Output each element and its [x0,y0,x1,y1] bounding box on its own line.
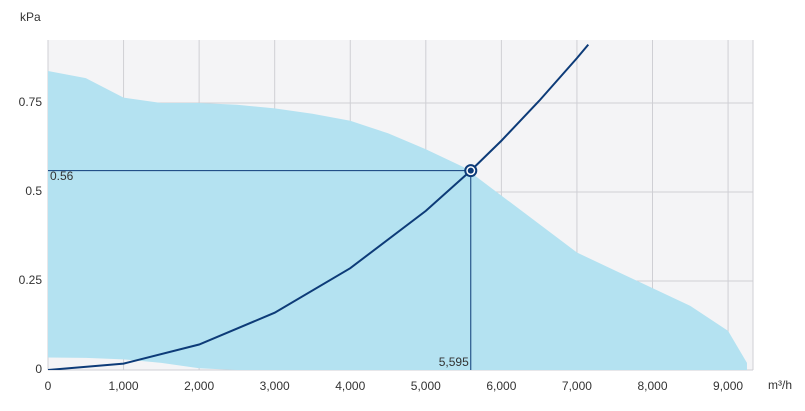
x-tick-label: 1,000 [109,379,139,393]
y-tick-label: 0.75 [19,95,43,109]
operating-point [467,167,474,174]
y-axis-label: kPa [20,10,41,24]
x-tick-label: 7,000 [562,379,592,393]
point-x-label: 5,595 [439,355,469,369]
x-tick-label: 6,000 [486,379,516,393]
system-curve [48,43,590,370]
point-y-label: 0.56 [50,169,74,183]
x-tick-label: 4,000 [335,379,365,393]
operating-area [48,70,747,370]
x-tick-label: 5,000 [411,379,441,393]
x-tick-label: 2,000 [184,379,214,393]
y-tick-label: 0 [35,362,42,376]
x-tick-label: 8,000 [637,379,667,393]
x-axis-label: m³/h [768,378,792,392]
x-tick-label: 0 [45,379,52,393]
x-tick-label: 3,000 [260,379,290,393]
y-tick-label: 0.25 [19,273,43,287]
x-tick-label: 9,000 [713,379,743,393]
y-tick-label: 0.5 [25,184,42,198]
